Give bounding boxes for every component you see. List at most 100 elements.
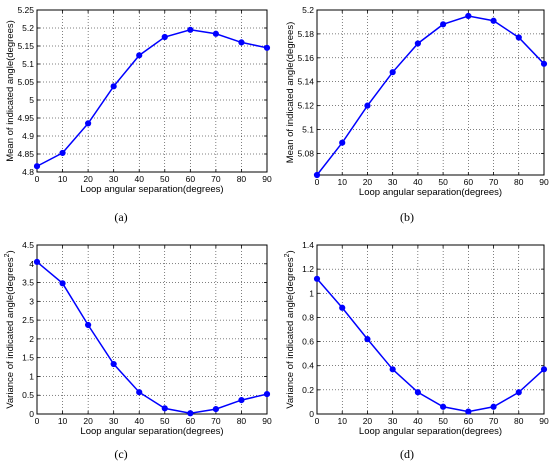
x-tick-label: 0 <box>35 416 40 426</box>
x-tick-label: 80 <box>514 177 524 187</box>
data-point <box>33 258 41 265</box>
y-tick-label: 5.18 <box>297 29 314 39</box>
x-tick-label: 50 <box>438 416 448 426</box>
x-tick-label: 50 <box>160 174 170 184</box>
plot-frame <box>36 9 268 173</box>
data-point <box>515 34 522 41</box>
y-axis-label: Variance of indicated angle(degrees2) <box>4 250 16 408</box>
y-tick-label: 1.5 <box>22 353 34 363</box>
data-point <box>490 17 497 24</box>
y-axis-label-superscript: 2 <box>4 253 11 257</box>
y-tick-label: 0.2 <box>302 385 314 395</box>
y-tick-label: 5.05 <box>17 77 34 87</box>
plot-frame <box>316 244 545 415</box>
y-tick-label: 5.12 <box>297 101 314 111</box>
x-tick-label: 90 <box>539 177 549 187</box>
y-tick-label: 2 <box>29 334 34 344</box>
data-point <box>465 12 472 20</box>
data-point <box>414 40 421 47</box>
y-tick-label: 0 <box>309 409 314 419</box>
x-tick-label: 80 <box>514 416 524 426</box>
y-tick-label: 5.25 <box>17 5 34 15</box>
y-axis-label-superscript: 2 <box>284 253 291 257</box>
panel-label: (d) <box>400 447 414 461</box>
x-axis-label: Loop angular separation(degrees) <box>80 426 223 437</box>
y-tick-label: 5.15 <box>17 41 34 51</box>
y-tick-label: 0 <box>29 409 34 419</box>
x-tick-label: 60 <box>464 177 474 187</box>
y-tick-label: 1.2 <box>302 264 314 274</box>
y-axis-label: Mean of indicated angle(degrees) <box>285 22 296 164</box>
data-point <box>238 39 245 46</box>
series-line <box>36 261 268 415</box>
x-tick-label: 90 <box>262 174 272 184</box>
x-tick-label: 40 <box>413 177 423 187</box>
x-tick-label: 20 <box>83 416 93 426</box>
data-point <box>313 171 321 179</box>
data-point <box>110 83 117 90</box>
y-tick-label: 5.1 <box>302 125 314 135</box>
data-point <box>364 102 371 109</box>
x-tick-label: 50 <box>438 177 448 187</box>
y-tick-label: 1.4 <box>302 240 314 250</box>
x-tick-label: 70 <box>489 177 499 187</box>
y-axis-label: Variance of indicated angle(degrees2) <box>284 250 296 408</box>
x-tick-label: 30 <box>109 174 119 184</box>
y-tick-label: 1 <box>309 288 314 298</box>
y-tick-label: 5.08 <box>297 148 314 158</box>
series-line <box>316 15 545 176</box>
data-point <box>440 21 447 28</box>
x-tick-label: 50 <box>160 416 170 426</box>
x-tick-label: 30 <box>388 177 398 187</box>
x-axis-label: Loop angular separation(degrees) <box>359 187 502 198</box>
x-tick-label: 40 <box>413 416 423 426</box>
x-tick-label: 40 <box>134 416 144 426</box>
x-axis-label: Loop angular separation(degrees) <box>80 184 223 195</box>
x-tick-label: 30 <box>388 416 398 426</box>
data-point <box>85 321 92 329</box>
data-point <box>540 366 548 373</box>
data-point <box>389 69 396 76</box>
x-tick-label: 60 <box>186 174 196 184</box>
x-tick-label: 90 <box>539 416 549 426</box>
x-tick-label: 10 <box>58 174 68 184</box>
y-tick-label: 0.6 <box>302 337 314 347</box>
x-tick-label: 70 <box>211 416 221 426</box>
x-tick-label: 70 <box>489 416 499 426</box>
x-tick-label: 10 <box>337 177 347 187</box>
data-point <box>540 60 548 67</box>
data-point <box>414 389 421 396</box>
y-tick-label: 5 <box>29 95 34 105</box>
y-axis-label: Mean of indicated angle(degrees) <box>5 20 16 162</box>
data-point <box>110 360 117 368</box>
y-tick-label: 0.5 <box>22 390 34 400</box>
x-tick-label: 0 <box>315 177 320 187</box>
data-point <box>313 275 321 282</box>
y-tick-label: 4.95 <box>17 113 34 123</box>
y-tick-label: 4.8 <box>22 167 34 177</box>
data-point <box>136 52 143 59</box>
x-tick-label: 80 <box>237 416 247 426</box>
y-tick-label: 2.5 <box>22 315 34 325</box>
data-point <box>85 120 92 127</box>
data-point <box>490 403 497 410</box>
y-tick-label: 5.2 <box>302 5 314 15</box>
x-tick-label: 40 <box>134 174 144 184</box>
chart-panel-2: 0 10 20 30 40 50 60 70 80 90 0 0.5 1 1.5 2 2.5 3 3.5 4 4.5 L… <box>4 240 272 461</box>
y-tick-label: 4.9 <box>22 131 34 141</box>
data-point <box>389 366 396 373</box>
x-axis-label: Loop angular separation(degrees) <box>359 426 502 437</box>
y-tick-label: 3 <box>29 296 34 306</box>
data-point <box>136 389 143 396</box>
y-tick-label: 5.14 <box>297 77 314 87</box>
y-tick-label: 5.2 <box>22 23 34 33</box>
data-point <box>33 163 41 170</box>
y-tick-label: 0.4 <box>302 361 314 371</box>
series-line <box>36 29 268 167</box>
y-tick-label: 3.5 <box>22 278 34 288</box>
x-tick-label: 10 <box>337 416 347 426</box>
data-point <box>515 389 522 396</box>
x-tick-label: 10 <box>58 416 68 426</box>
data-point <box>263 44 271 51</box>
